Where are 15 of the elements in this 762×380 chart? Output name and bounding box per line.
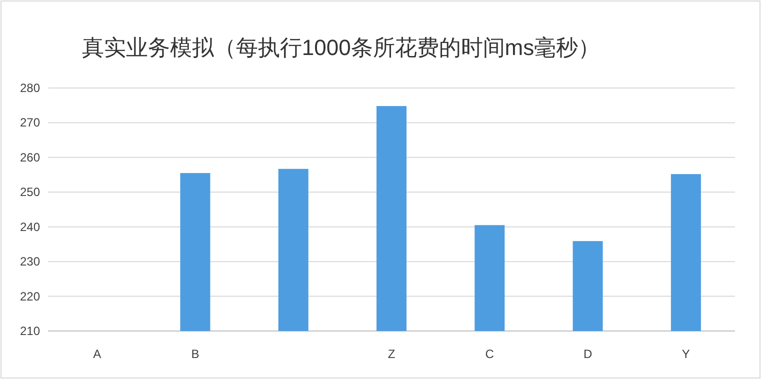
y-tick-label: 260 bbox=[20, 150, 40, 164]
y-tick-label: 220 bbox=[20, 289, 40, 304]
x-tick-label: B bbox=[191, 347, 200, 361]
x-tick-label: D bbox=[583, 347, 592, 361]
y-tick-label: 270 bbox=[20, 116, 40, 130]
x-tick-label: C bbox=[485, 347, 494, 361]
y-tick-label: 210 bbox=[20, 324, 40, 338]
y-tick-label: 240 bbox=[20, 220, 40, 234]
chart-title: 真实业务模拟（每执行1000条所花费的时间ms毫秒） bbox=[82, 35, 600, 60]
y-tick-label: 230 bbox=[20, 254, 40, 269]
x-tick-label: A bbox=[93, 347, 102, 361]
y-tick-label: 250 bbox=[20, 185, 40, 200]
y-tick-label: 280 bbox=[20, 81, 40, 95]
x-tick-label: Z bbox=[388, 347, 396, 361]
x-tick-label: Y bbox=[682, 347, 690, 361]
